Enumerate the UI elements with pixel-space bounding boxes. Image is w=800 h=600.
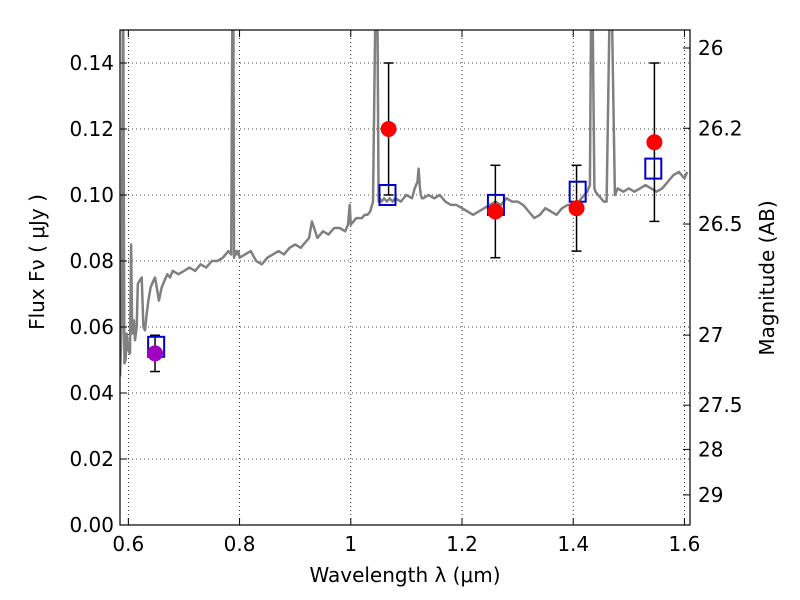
- x-tick-label: 1.4: [557, 532, 589, 556]
- y-tick-label: 0.12: [69, 117, 114, 141]
- y2-tick-label: 26: [698, 36, 723, 60]
- y-tick-label: 0.02: [69, 447, 114, 471]
- x-tick-label: 1.2: [446, 532, 478, 556]
- observed-point: [147, 345, 164, 362]
- y2-axis-label: Magnitude (AB): [755, 200, 779, 355]
- x-tick-label: 1: [344, 532, 357, 556]
- observed-point: [380, 121, 397, 137]
- y-tick-label: 0.10: [69, 183, 114, 207]
- x-tick-label: 1.6: [669, 532, 701, 556]
- y2-tick-label: 26.5: [698, 212, 743, 236]
- model-spectrum-line: [120, 30, 689, 377]
- y2-tick-label: 28: [698, 437, 723, 461]
- observed-point: [646, 134, 663, 151]
- grid: [120, 30, 690, 525]
- x-tick-label: 0.6: [112, 532, 144, 556]
- y-tick-label: 0.06: [69, 315, 114, 339]
- y-tick-label: 0.14: [69, 51, 114, 75]
- y2-tick-label: 26.2: [698, 116, 743, 140]
- y-axis-label: Flux Fν ( μJy ): [25, 194, 49, 330]
- y2-tick-label: 29: [698, 483, 723, 507]
- ticks: 0.6 0.8 1 1.2 1.4 1.6 0.00 0.02 0.04 0.06 0.08 0.10…: [69, 30, 743, 556]
- y2-tick-label: 27: [698, 323, 723, 347]
- x-tick-label: 0.8: [224, 532, 256, 556]
- observed-point: [568, 200, 585, 217]
- y-tick-label: 0.08: [69, 249, 114, 273]
- model-photometry-square: [568, 180, 587, 203]
- model-photometry-square: [378, 184, 397, 206]
- observed-point: [487, 203, 504, 220]
- model-photometry-square: [644, 157, 663, 180]
- x-axis-label: Wavelength λ (μm): [309, 563, 500, 587]
- y-tick-label: 0.00: [69, 513, 114, 537]
- plot-frame: [119, 29, 691, 526]
- y2-tick-label: 27.5: [698, 393, 743, 417]
- plot-area: [120, 30, 689, 377]
- y-tick-label: 0.04: [69, 381, 114, 405]
